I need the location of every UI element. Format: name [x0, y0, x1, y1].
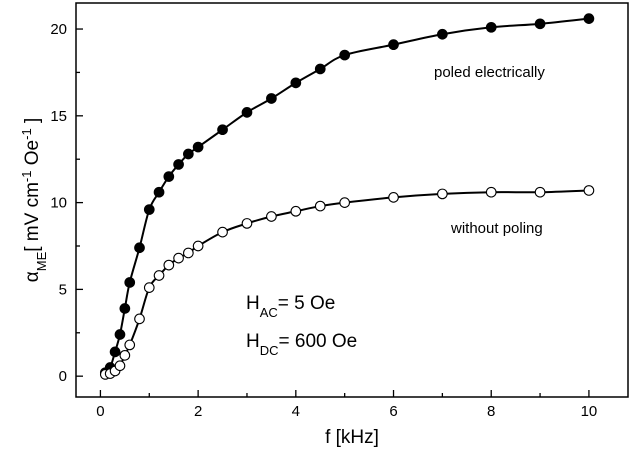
- y-tick-label: 0: [59, 368, 67, 385]
- annotation-hac-main: H: [246, 293, 260, 314]
- data-point-poled: [314, 63, 326, 75]
- y-tick-label: 10: [50, 195, 67, 212]
- y-tick-label: 20: [50, 21, 67, 38]
- data-point-poled: [583, 13, 595, 24]
- data-point-poled: [339, 49, 351, 61]
- x-tick-label: 0: [96, 403, 104, 420]
- y-axis-sup-b: -1: [19, 128, 34, 140]
- annotation-hdc: HDC= 600 Oe: [246, 331, 357, 358]
- y-axis-sup-a: -1: [19, 171, 34, 183]
- y-tick-label: 5: [59, 281, 67, 298]
- data-point-unpoled: [388, 192, 399, 203]
- data-point-unpoled: [143, 282, 155, 294]
- data-point-unpoled: [114, 360, 126, 372]
- annotation-hdc-rest: = 600 Oe: [279, 331, 358, 352]
- data-point-unpoled: [173, 252, 184, 264]
- data-point-poled: [134, 242, 145, 254]
- data-point-poled: [437, 28, 448, 40]
- annotation-hdc-sub: DC: [260, 343, 279, 358]
- y-axis-symbol: α: [22, 271, 43, 282]
- data-point-poled: [109, 346, 121, 358]
- data-point-poled: [173, 159, 184, 170]
- x-tick-label: 8: [487, 403, 495, 420]
- annotation-hac: HAC= 5 Oe: [246, 293, 335, 320]
- data-point-poled: [388, 39, 399, 51]
- data-point-unpoled: [485, 186, 497, 198]
- data-point-unpoled: [119, 349, 131, 361]
- plot-frame: [75, 2, 629, 398]
- x-tick-label: 10: [581, 403, 598, 420]
- data-point-unpoled: [153, 270, 165, 281]
- data-point-unpoled: [163, 259, 175, 271]
- series-label-unpoled: without poling: [450, 220, 543, 237]
- data-point-unpoled: [290, 205, 302, 217]
- data-point-unpoled: [134, 313, 145, 325]
- x-tick-label: 4: [292, 403, 300, 420]
- data-point-poled: [183, 148, 194, 160]
- data-point-poled: [153, 186, 165, 198]
- data-point-unpoled: [217, 226, 228, 238]
- data-point-poled: [534, 18, 546, 30]
- data-point-unpoled: [266, 211, 277, 222]
- x-tick-label: 6: [389, 403, 397, 420]
- data-point-poled: [485, 21, 497, 33]
- data-point-unpoled: [314, 200, 326, 212]
- data-point-unpoled: [534, 186, 546, 198]
- data-point-poled: [143, 204, 155, 215]
- annotation-hac-sub: AC: [260, 305, 278, 320]
- series-layer: [99, 13, 595, 380]
- data-point-poled: [124, 277, 136, 288]
- y-tick-label: 15: [50, 108, 67, 125]
- y-axis-subscript: ME: [34, 251, 49, 271]
- data-point-poled: [163, 171, 175, 182]
- data-point-poled: [119, 303, 131, 314]
- data-point-poled: [114, 329, 126, 340]
- data-point-poled: [217, 124, 228, 136]
- data-point-unpoled: [437, 188, 448, 200]
- data-point-unpoled: [339, 197, 351, 208]
- y-axis-text-b: Oe: [22, 140, 43, 171]
- annotation-hac-rest: = 5 Oe: [278, 293, 336, 314]
- data-point-poled: [241, 106, 253, 118]
- x-tick-label: 2: [194, 403, 202, 420]
- x-axis-title: f [kHz]: [325, 427, 379, 448]
- data-point-unpoled: [192, 240, 204, 252]
- data-point-poled: [192, 141, 204, 153]
- series-label-poled: poled electrically: [434, 64, 545, 81]
- data-point-poled: [266, 93, 277, 104]
- data-point-poled: [290, 77, 302, 89]
- y-axis-text-c: ]: [22, 118, 43, 129]
- data-point-unpoled: [124, 339, 136, 351]
- data-point-unpoled: [583, 185, 595, 196]
- y-axis-title: αME[ mV cm-1 Oe-1 ]: [19, 118, 49, 282]
- data-point-unpoled: [183, 247, 194, 259]
- y-axis-text-a: [ mV cm: [22, 182, 43, 252]
- ticks: 0 2 4 6 8 10 0 5 10 15 20: [50, 21, 597, 420]
- data-point-unpoled: [241, 218, 253, 229]
- annotation-hdc-main: H: [246, 331, 260, 352]
